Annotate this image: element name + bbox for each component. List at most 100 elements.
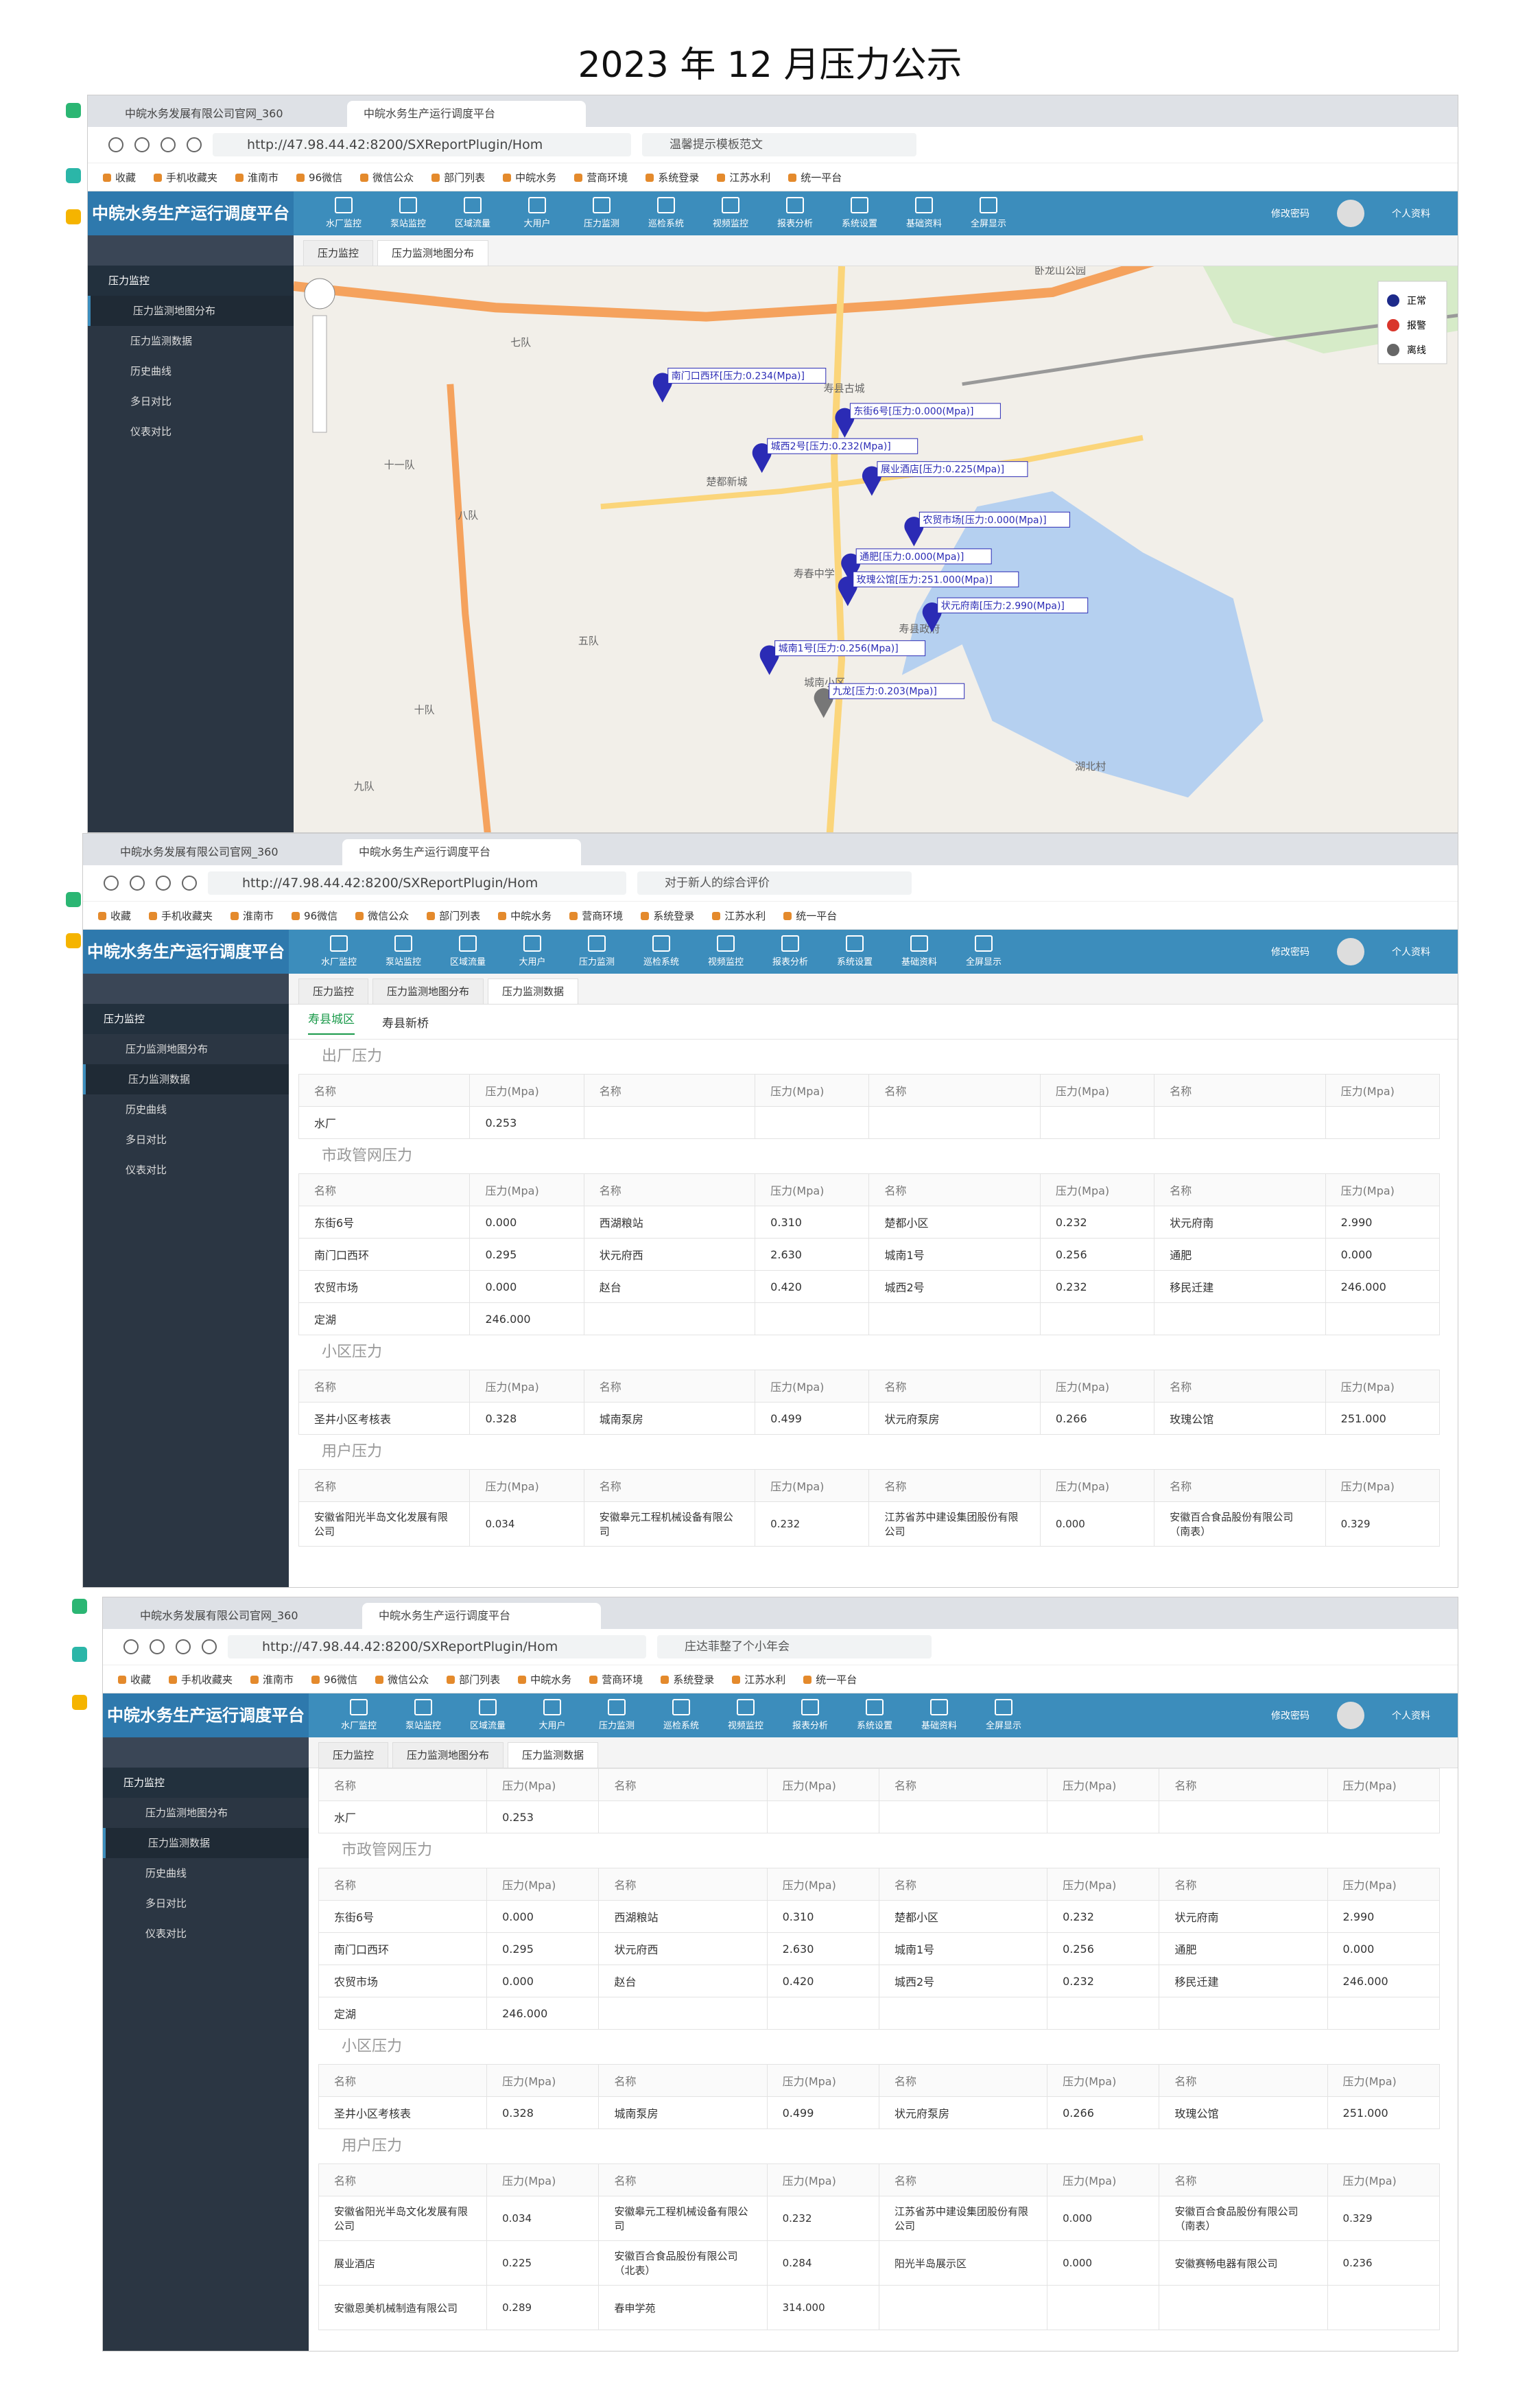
page-tab[interactable]: 压力监测地图分布: [372, 978, 484, 1004]
nav-item[interactable]: 泵站监控: [374, 930, 433, 974]
page-tab[interactable]: 压力监控: [298, 978, 369, 1004]
bookmark[interactable]: 微信公众: [355, 908, 409, 923]
bookmark[interactable]: 江苏水利: [732, 1672, 785, 1687]
page-tab[interactable]: 压力监测地图分布: [392, 1742, 504, 1768]
bookmark[interactable]: 手机收藏夹: [149, 908, 213, 923]
url[interactable]: http://47.98.44.42:8200/SXReportPlugin/H…: [213, 133, 631, 156]
sidebar-group[interactable]: 压力监控: [83, 1004, 289, 1034]
sub-tab[interactable]: 寿县城区: [308, 1009, 355, 1035]
nav-button[interactable]: [182, 876, 197, 891]
sidebar-item[interactable]: 压力监测数据: [83, 1064, 289, 1094]
bookmark[interactable]: 中皖水务: [518, 1672, 571, 1687]
sidebar-toggle[interactable]: [103, 1737, 309, 1768]
station-name[interactable]: 安徽百合食品股份有限公司（南表）: [1159, 2196, 1328, 2241]
bookmark[interactable]: 淮南市: [250, 1672, 294, 1687]
station-name[interactable]: 圣井小区考核表: [298, 1402, 471, 1435]
sidebar-item[interactable]: 历史曲线: [130, 365, 172, 377]
station-name[interactable]: 楚都小区: [878, 1900, 1048, 1933]
station-name[interactable]: 安徽皋元工程机械设备有限公司: [598, 2196, 768, 2241]
bookmark[interactable]: 96微信: [311, 1672, 357, 1687]
station-name[interactable]: 阳光半岛展示区: [878, 2240, 1048, 2286]
station-name[interactable]: 城南泵房: [598, 2096, 768, 2129]
nav-item[interactable]: 区域流量: [438, 930, 497, 974]
station-name[interactable]: 南门口西环: [318, 1932, 488, 1965]
nav-button[interactable]: [150, 1639, 165, 1654]
nav-item[interactable]: 水厂监控: [314, 191, 373, 235]
nav-item[interactable]: 报表分析: [766, 191, 825, 235]
station-name[interactable]: 江苏省苏中建设集团股份有限公司: [868, 1501, 1041, 1547]
nav-item[interactable]: 视频监控: [696, 930, 755, 974]
nav-button[interactable]: [130, 876, 145, 891]
sidebar-item[interactable]: 多日对比: [145, 1897, 187, 1910]
bookmark[interactable]: 部门列表: [447, 1672, 500, 1687]
nav-button[interactable]: [176, 1639, 191, 1654]
station-name[interactable]: 状元府南: [1154, 1206, 1326, 1239]
bookmark[interactable]: 手机收藏夹: [154, 170, 217, 185]
bookmark[interactable]: 统一平台: [783, 908, 837, 923]
bookmark[interactable]: 营商环境: [574, 170, 628, 185]
browser-tab[interactable]: 中皖水务生产运行调度平台: [342, 839, 581, 865]
nav-item[interactable]: 基础资料: [895, 191, 953, 235]
station-name[interactable]: 展业酒店: [318, 2240, 488, 2286]
nav-item[interactable]: 压力监测: [587, 1693, 646, 1737]
nav-button[interactable]: [202, 1639, 217, 1654]
station-name[interactable]: 安徽赛畅电器有限公司: [1159, 2240, 1328, 2286]
bookmark[interactable]: 中皖水务: [498, 908, 552, 923]
nav-item[interactable]: 基础资料: [910, 1693, 969, 1737]
bookmark[interactable]: 淮南市: [230, 908, 274, 923]
sidebar-item[interactable]: 多日对比: [126, 1134, 167, 1146]
sidebar-item[interactable]: 仪表对比: [130, 425, 172, 438]
page-tab[interactable]: 压力监测数据: [508, 1742, 599, 1768]
sub-tab[interactable]: 寿县新桥: [382, 1016, 429, 1031]
bookmark[interactable]: 系统登录: [645, 170, 699, 185]
station-name[interactable]: 状元府西: [598, 1932, 768, 1965]
nav-button[interactable]: [156, 876, 171, 891]
nav-item[interactable]: 巡检系统: [652, 1693, 711, 1737]
station-name[interactable]: 定湖: [298, 1302, 471, 1335]
search-box[interactable]: 对于新人的综合评价: [637, 871, 912, 895]
bookmark[interactable]: 部门列表: [427, 908, 480, 923]
nav-item[interactable]: 压力监测: [567, 930, 626, 974]
nav-item[interactable]: 水厂监控: [309, 930, 368, 974]
nav-button[interactable]: [123, 1639, 139, 1654]
nav-item[interactable]: 视频监控: [701, 191, 760, 235]
station-name[interactable]: 农贸市场: [318, 1964, 488, 1997]
station-name[interactable]: 农贸市场: [298, 1270, 471, 1303]
station-name[interactable]: 通肥: [1154, 1238, 1326, 1271]
bookmark[interactable]: 微信公众: [375, 1672, 429, 1687]
sidebar-group[interactable]: 压力监控: [103, 1768, 309, 1798]
station-name[interactable]: 春申学苑: [598, 2285, 768, 2330]
nav-button[interactable]: [104, 876, 119, 891]
station-name[interactable]: 城西2号: [868, 1270, 1041, 1303]
nav-button[interactable]: [187, 137, 202, 152]
station-name[interactable]: 玫瑰公馆: [1154, 1402, 1326, 1435]
station-name[interactable]: 安徽恩美机械制造有限公司: [318, 2285, 488, 2330]
station-name[interactable]: 安徽百合食品股份有限公司（北表）: [598, 2240, 768, 2286]
sidebar-item[interactable]: 压力监测数据: [130, 335, 193, 347]
nav-item[interactable]: 系统设置: [825, 930, 884, 974]
sidebar-item[interactable]: 压力监测地图分布: [88, 296, 294, 326]
bookmark[interactable]: 96微信: [296, 170, 342, 185]
nav-item[interactable]: 泵站监控: [379, 191, 438, 235]
bookmark[interactable]: 收藏: [98, 908, 131, 923]
user-link[interactable]: 修改密码: [1271, 947, 1310, 958]
nav-item[interactable]: 全屏显示: [974, 1693, 1033, 1737]
user-link[interactable]: 修改密码: [1271, 209, 1310, 220]
nav-item[interactable]: 系统设置: [845, 1693, 904, 1737]
bookmark[interactable]: 江苏水利: [717, 170, 770, 185]
bookmark[interactable]: 统一平台: [788, 170, 842, 185]
nav-item[interactable]: 报表分析: [761, 930, 820, 974]
station-name[interactable]: 安徽皋元工程机械设备有限公司: [583, 1501, 756, 1547]
user-link[interactable]: 个人资料: [1392, 1711, 1430, 1722]
page-tab[interactable]: 压力监测地图分布: [377, 240, 489, 266]
station-name[interactable]: 城南1号: [868, 1238, 1041, 1271]
station-name[interactable]: 安徽百合食品股份有限公司（南表）: [1154, 1501, 1326, 1547]
station-name[interactable]: 状元府泵房: [868, 1402, 1041, 1435]
station-name[interactable]: 赵台: [583, 1270, 756, 1303]
nav-item[interactable]: 水厂监控: [329, 1693, 388, 1737]
nav-item[interactable]: 视频监控: [716, 1693, 775, 1737]
station-name[interactable]: 状元府西: [583, 1238, 756, 1271]
page-tab[interactable]: 压力监控: [303, 240, 374, 266]
station-name[interactable]: 圣井小区考核表: [318, 2096, 488, 2129]
nav-item[interactable]: 基础资料: [890, 930, 949, 974]
